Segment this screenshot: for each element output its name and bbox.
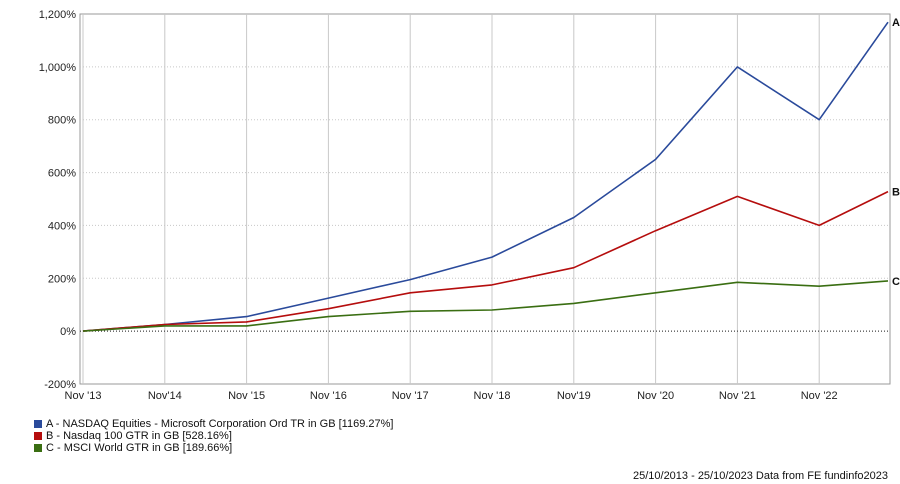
y-axis-labels: 1,200% 1,000% 800% 600% 400% 200% 0% -200%: [39, 9, 77, 391]
x-tick-label: Nov '16: [310, 390, 347, 402]
series-end-label-a: A: [892, 17, 900, 29]
x-tick-label: Nov '18: [474, 390, 511, 402]
legend-item-b[interactable]: B - Nasdaq 100 GTR in GB [528.16%]: [34, 430, 393, 442]
legend-swatch-c: [34, 444, 42, 452]
series-end-label-c: C: [892, 276, 900, 288]
series-line-b: [82, 190, 889, 332]
legend: A - NASDAQ Equities - Microsoft Corporat…: [34, 418, 393, 454]
y-tick-label: 600%: [48, 168, 76, 180]
y-tick-label: 1,200%: [39, 9, 77, 21]
x-tick-label: Nov '13: [65, 390, 102, 402]
date-range-source-footer: 25/10/2013 - 25/10/2023 Data from FE fun…: [632, 470, 888, 482]
legend-label-b: B - Nasdaq 100 GTR in GB [528.16%]: [46, 430, 232, 442]
x-tick-label: Nov'19: [557, 390, 591, 402]
legend-label-c: C - MSCI World GTR in GB [189.66%]: [46, 442, 233, 454]
series-end-label-b: B: [892, 187, 900, 199]
legend-item-c[interactable]: C - MSCI World GTR in GB [189.66%]: [34, 442, 393, 454]
x-tick-label: Nov '22: [801, 390, 838, 402]
y-tick-label: 400%: [48, 220, 76, 232]
x-tick-label: Nov'14: [148, 390, 182, 402]
x-tick-label: Nov '21: [719, 390, 756, 402]
y-tick-label: 0%: [60, 326, 76, 338]
x-tick-label: Nov '17: [392, 390, 429, 402]
x-tick-label: Nov '20: [637, 390, 674, 402]
series-layer: [82, 21, 889, 332]
x-tick-label: Nov '15: [228, 390, 265, 402]
plot-area: [79, 13, 891, 385]
x-axis-labels: Nov '13 Nov'14 Nov '15 Nov '16 Nov '17 Nov '1…: [65, 390, 838, 402]
legend-swatch-a: [34, 420, 42, 428]
legend-label-a: A - NASDAQ Equities - Microsoft Corporat…: [46, 418, 394, 430]
series-line-a: [82, 21, 889, 332]
y-tick-label: 1,000%: [39, 62, 77, 74]
line-chart: 1,200% 1,000% 800% 600% 400% 200% 0% -200% Nov …: [39, 9, 900, 402]
series-end-labels: A B C: [892, 17, 900, 288]
legend-item-a[interactable]: A - NASDAQ Equities - Microsoft Corporat…: [34, 418, 393, 430]
y-tick-label: 800%: [48, 115, 76, 127]
y-tick-label: -200%: [44, 379, 76, 391]
legend-swatch-b: [34, 432, 42, 440]
series-line-c: [82, 280, 889, 332]
y-tick-label: 200%: [48, 273, 76, 285]
